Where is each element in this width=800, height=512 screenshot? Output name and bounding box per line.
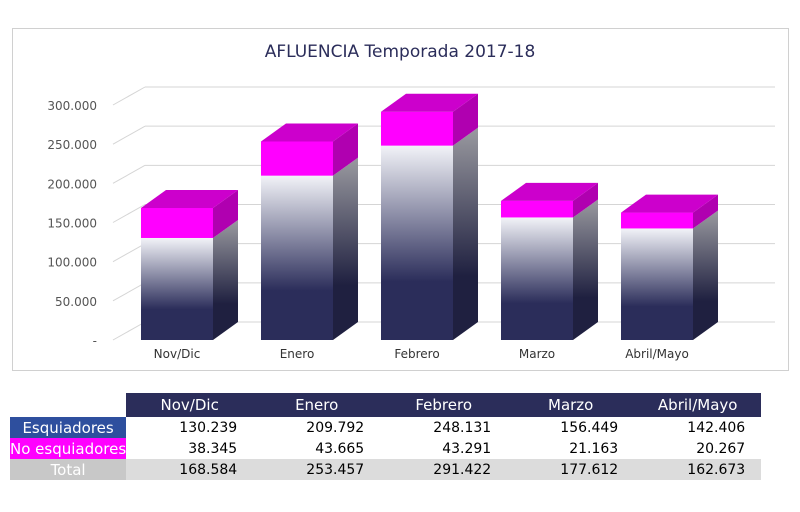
row-label: Total [10,459,127,480]
x-tick-label: Febrero [394,347,439,361]
gridline-depth [112,204,146,223]
cell: 177.612 [507,459,635,480]
cell: 38.345 [188,440,238,457]
cell: 291.422 [380,459,508,480]
bar-side [573,199,598,340]
cell: 20.267 [696,440,746,457]
gridline-depth [112,125,146,145]
bar-top [141,189,238,208]
chart-frame [12,28,789,371]
bar-esquiadores [501,217,573,340]
bar-esquiadores [141,237,213,340]
y-tick-label: 50.000 [55,295,97,309]
bar-no-esquiadores [141,207,213,238]
col-header: Nov/Dic [126,393,254,417]
cell: 130.239 [179,419,238,436]
bar-no-esquiadores [261,141,333,176]
col-header: Febrero [380,393,508,417]
bar-side [213,189,238,238]
bar-top [381,93,478,112]
x-tick-label: Abril/Mayo [625,347,689,361]
bar-top [261,123,358,142]
cell: 248.131 [433,419,492,436]
bar-side [453,127,478,341]
bar-top [501,182,598,201]
bar-esquiadores [621,228,693,340]
cell: 168.584 [126,459,254,480]
stacked-3d-bar-chart: AFLUENCIA Temporada 2017-18 - 50.000 100.0… [47,42,775,361]
gridline-depth [112,164,146,184]
bar-side [693,194,718,229]
table-header-row: Nov/Dic Enero Febrero Marzo Abril/Mayo [10,393,762,417]
bar-side [453,93,478,146]
bar-side [693,210,718,340]
x-tick-label: Marzo [519,347,555,361]
y-tick-label: 100.000 [47,256,97,270]
cell: 156.449 [560,419,619,436]
col-header: Marzo [507,393,635,417]
bar-side [573,182,598,218]
chart-title: AFLUENCIA Temporada 2017-18 [265,42,536,62]
y-tick-label: 250.000 [47,138,97,152]
y-tick-label: 150.000 [47,217,97,231]
cell: 253.457 [253,459,381,480]
x-tick-label: Enero [280,347,315,361]
bar-esquiadores [381,145,453,340]
bar-side [333,123,358,176]
y-tick-label: 200.000 [47,177,97,191]
cell: 162.673 [634,459,762,480]
gridline-depth [112,321,146,341]
cell: 21.163 [569,440,619,457]
bar-no-esquiadores [621,212,693,229]
x-tick-label: Nov/Dic [154,347,201,361]
bar-no-esquiadores [381,111,453,146]
row-label: No esquiadores [10,438,127,459]
cell: 209.792 [306,419,365,436]
gridline-depth [112,282,146,302]
gridline-depth [112,86,146,106]
gridline-depth [112,243,146,263]
bar-esquiadores [261,175,333,340]
bar-side [333,157,358,340]
bar-side [213,219,238,340]
table-row-total: Total 168.584 253.457 291.422 177.612 16… [10,459,762,480]
bar-top [621,194,718,213]
table-row-esquiadores: Esquiadores 130.239 209.792 248.131 156.… [10,417,761,438]
cell: 43.291 [442,440,492,457]
y-tick-label: - [93,334,97,348]
table-row-no-esquiadores: No esquiadores 38.345 43.665 43.291 21.1… [10,438,761,459]
col-header: Abril/Mayo [634,393,762,417]
col-header: Enero [253,393,381,417]
bar-no-esquiadores [501,200,573,218]
y-tick-label: 300.000 [47,99,97,113]
cell: 142.406 [687,419,746,436]
row-label: Esquiadores [10,417,127,438]
cell: 43.665 [315,440,365,457]
data-table: Nov/Dic Enero Febrero Marzo Abril/Mayo E… [10,393,762,480]
